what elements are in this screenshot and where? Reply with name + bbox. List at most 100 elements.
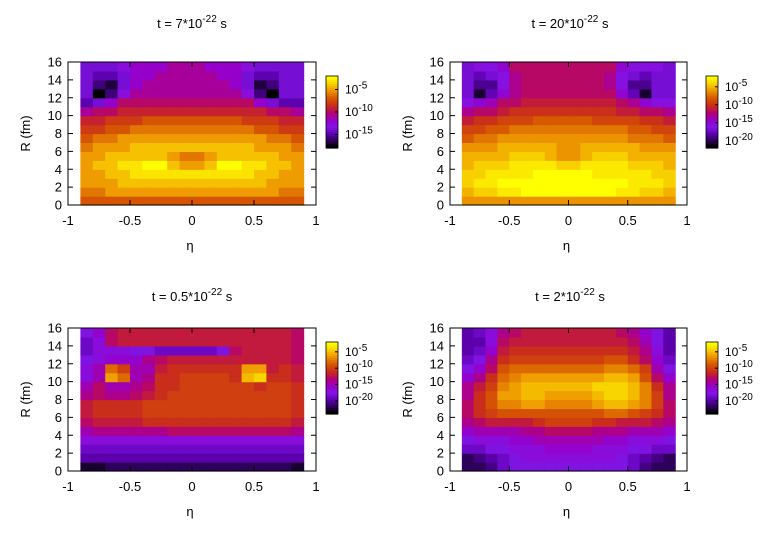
heatmap-cell — [179, 70, 193, 81]
heatmap-cell — [216, 142, 230, 152]
heatmap-cell — [568, 88, 581, 99]
heatmap-cell — [192, 453, 205, 463]
y-tick-label: 14 — [430, 338, 444, 353]
heatmap-cell — [473, 142, 487, 152]
panel-title-unit: s — [217, 16, 228, 31]
heatmap-cell — [291, 462, 305, 472]
heatmap-cell — [229, 435, 243, 445]
heatmap-cell — [521, 426, 534, 436]
colorbar-swatch — [706, 142, 718, 145]
heatmap-cell — [592, 363, 605, 374]
heatmap-cell — [167, 142, 181, 152]
heatmap-cell — [192, 399, 205, 410]
heatmap-cell — [241, 336, 255, 347]
heatmap-cell — [204, 372, 218, 383]
heatmap-cell — [105, 178, 119, 188]
colorbar-swatch — [326, 104, 338, 107]
colorbar-tick-label: 10-15 — [725, 376, 753, 392]
heatmap-cell — [80, 124, 94, 135]
heatmap-cell — [130, 106, 143, 117]
heatmap-cell — [663, 187, 676, 197]
heatmap-cell — [154, 462, 168, 472]
heatmap-cell — [627, 88, 641, 99]
heatmap-cell — [154, 62, 168, 72]
heatmap-cell — [192, 345, 205, 356]
heatmap-cell — [179, 426, 193, 436]
heatmap-cell — [192, 444, 205, 454]
heatmap-cell — [509, 106, 522, 117]
heatmap-cell — [627, 142, 641, 152]
heatmap-cell — [117, 462, 131, 472]
heatmap-cell — [266, 363, 280, 374]
colorbar-tick-exponent: -20 — [358, 392, 373, 403]
heatmap-cell — [497, 354, 510, 365]
heatmap-cell — [532, 328, 546, 338]
heatmap-cell — [167, 417, 181, 427]
heatmap-cell — [651, 142, 664, 152]
heatmap-cell — [179, 390, 193, 401]
heatmap-cell — [216, 97, 230, 108]
heatmap-cell — [604, 70, 617, 81]
heatmap-cell — [532, 372, 546, 383]
heatmap-cell — [167, 328, 181, 338]
heatmap-cell — [266, 462, 280, 472]
heatmap-cell — [192, 426, 205, 436]
heatmap-cell — [278, 354, 292, 365]
heatmap-cell — [241, 124, 255, 135]
heatmap-cell — [497, 372, 510, 383]
heatmap-cell — [179, 435, 193, 445]
heatmap-cell — [229, 187, 243, 197]
heatmap-cell — [229, 381, 243, 392]
heatmap-cell — [604, 106, 617, 117]
heatmap-cell — [580, 142, 593, 152]
heatmap-cell — [592, 70, 605, 81]
heatmap-cell — [497, 363, 510, 374]
heatmap-cell — [229, 336, 243, 347]
heatmap-cell — [568, 196, 581, 206]
heatmap-cell — [266, 88, 280, 99]
colorbar-swatch — [706, 360, 718, 363]
heatmap-cell — [278, 178, 292, 188]
x-axis-label: η — [563, 504, 570, 519]
heatmap-cell — [92, 62, 106, 72]
heatmap-cell — [509, 115, 522, 126]
heatmap-cell — [142, 345, 156, 356]
heatmap-cell — [266, 354, 280, 365]
heatmap-cell — [568, 381, 581, 392]
colorbar-swatch — [326, 366, 338, 369]
heatmap-cell — [592, 178, 605, 188]
heatmap-cell — [142, 408, 156, 418]
heatmap-cell — [254, 426, 267, 436]
colorbar-swatch — [706, 80, 718, 83]
heatmap-cell — [229, 115, 243, 126]
heatmap-cell — [627, 336, 641, 347]
heatmap-cell — [663, 196, 676, 206]
heatmap-cell — [192, 196, 205, 206]
heatmap-cell — [117, 196, 131, 206]
heatmap-cell — [497, 435, 510, 445]
colorbar-tick-label: 10-5 — [725, 343, 748, 359]
heatmap-cell — [473, 115, 487, 126]
heatmap-cell — [254, 115, 267, 126]
heatmap-cell — [105, 372, 119, 383]
heatmap-cell — [154, 187, 168, 197]
heatmap-cell — [278, 115, 292, 126]
heatmap-cell — [179, 169, 193, 179]
heatmap-cell — [627, 372, 641, 383]
heatmap-cell — [192, 372, 205, 383]
heatmap-cell — [485, 390, 498, 401]
heatmap-cell — [241, 133, 255, 144]
heatmap-cell — [485, 444, 498, 454]
heatmap-cell — [80, 151, 94, 161]
heatmap-cell — [92, 79, 106, 90]
heatmap-cell — [254, 390, 267, 401]
heatmap-cell — [485, 142, 498, 152]
heatmap-cell — [92, 399, 106, 410]
heatmap-cell — [266, 178, 280, 188]
heatmap-cell — [130, 372, 143, 383]
heatmap-cell — [142, 115, 156, 126]
heatmap-cell — [580, 124, 593, 135]
colorbar-tick-label: 10-5 — [345, 343, 368, 359]
panel-title-unit: s — [222, 289, 233, 304]
heatmap-cell — [663, 115, 676, 126]
